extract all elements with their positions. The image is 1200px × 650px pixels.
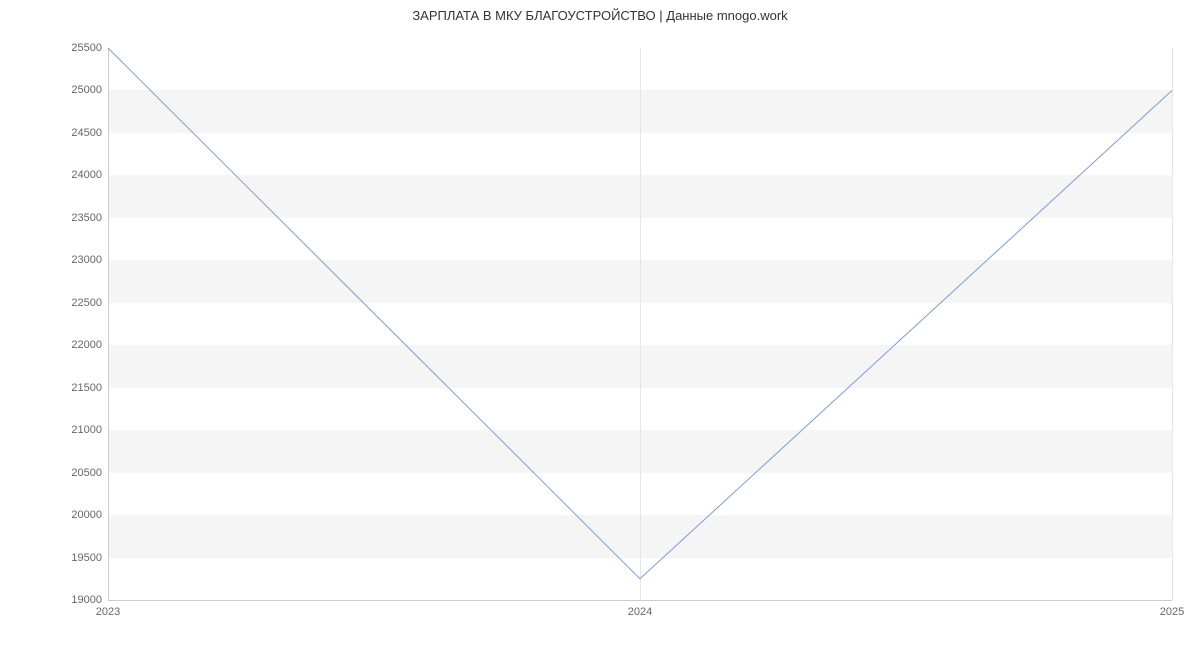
y-tick-label: 21000	[71, 424, 108, 436]
x-tick-label: 2024	[628, 600, 652, 618]
x-gridline	[1172, 48, 1173, 600]
y-tick-label: 25500	[71, 42, 108, 54]
x-tick-label: 2023	[96, 600, 120, 618]
plot-area: 1900019500200002050021000215002200022500…	[108, 48, 1172, 600]
chart-title: ЗАРПЛАТА В МКУ БЛАГОУСТРОЙСТВО | Данные …	[0, 8, 1200, 23]
y-tick-label: 19500	[71, 552, 108, 564]
x-tick-label: 2025	[1160, 600, 1184, 618]
data-series	[108, 48, 1172, 600]
salary-line-chart: ЗАРПЛАТА В МКУ БЛАГОУСТРОЙСТВО | Данные …	[0, 0, 1200, 650]
y-tick-label: 21500	[71, 382, 108, 394]
y-tick-label: 24500	[71, 127, 108, 139]
y-tick-label: 25000	[71, 84, 108, 96]
y-tick-label: 22500	[71, 297, 108, 309]
y-tick-label: 23000	[71, 254, 108, 266]
y-tick-label: 20000	[71, 509, 108, 521]
y-tick-label: 20500	[71, 467, 108, 479]
y-tick-label: 23500	[71, 212, 108, 224]
y-tick-label: 24000	[71, 169, 108, 181]
y-tick-label: 22000	[71, 339, 108, 351]
